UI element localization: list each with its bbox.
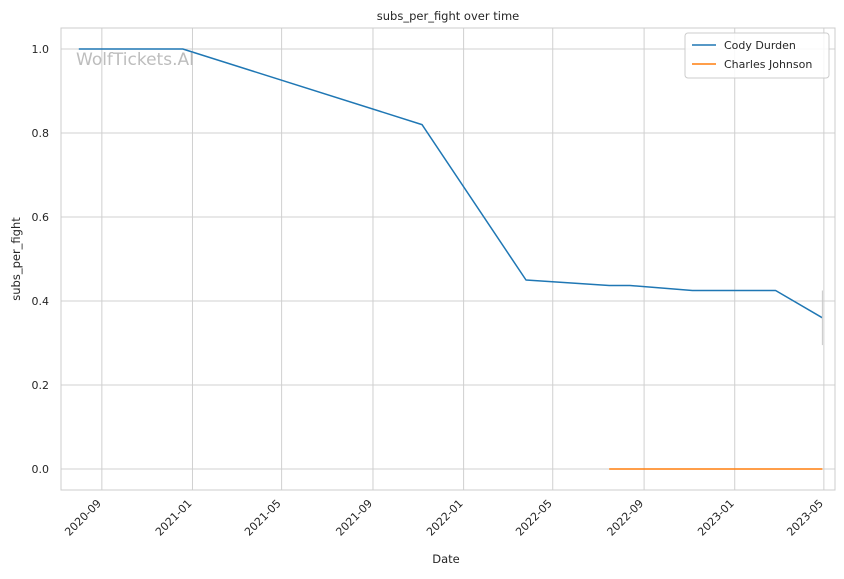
series-layer: [78, 48, 823, 470]
x-tick-label: 2022-05: [513, 497, 555, 539]
chart-title: subs_per_fight over time: [377, 9, 519, 23]
y-axis-label: subs_per_fight: [9, 217, 23, 301]
y-tick-label: 1.0: [32, 43, 50, 56]
series-line-cody-durden: [78, 48, 823, 319]
grid-layer: [61, 28, 835, 490]
legend-label-cody-durden: Cody Durden: [724, 39, 796, 52]
legend-box: [684, 32, 830, 79]
y-tick-label: 0.4: [32, 295, 50, 308]
x-tick-label: 2023-05: [784, 497, 826, 539]
x-tick-label: 2020-09: [62, 497, 104, 539]
x-tick-label: 2021-01: [153, 497, 195, 539]
x-tick-label: 2022-01: [424, 497, 466, 539]
y-tick-label: 0.8: [32, 127, 50, 140]
plot-frame: [60, 27, 836, 491]
y-tick-label: 0.2: [32, 379, 50, 392]
x-tick-label: 2023-01: [695, 497, 737, 539]
x-tick-label: 2021-09: [333, 497, 375, 539]
legend-label-charles-johnson: Charles Johnson: [724, 58, 812, 71]
watermark: WolfTickets.AI: [76, 50, 194, 70]
y-tick-labels: 0.0 0.2 0.4 0.6 0.8 1.0: [32, 43, 50, 476]
legend: Cody Durden Charles Johnson: [684, 32, 830, 79]
x-tick-labels: 2020-09 2021-01 2021-05 2021-09 2022-01 2022-…: [62, 497, 826, 539]
y-tick-label: 0.0: [32, 463, 50, 476]
y-tick-label: 0.6: [32, 211, 50, 224]
x-tick-label: 2022-09: [605, 497, 647, 539]
x-tick-label: 2021-05: [242, 497, 284, 539]
x-axis-label: Date: [432, 552, 460, 566]
